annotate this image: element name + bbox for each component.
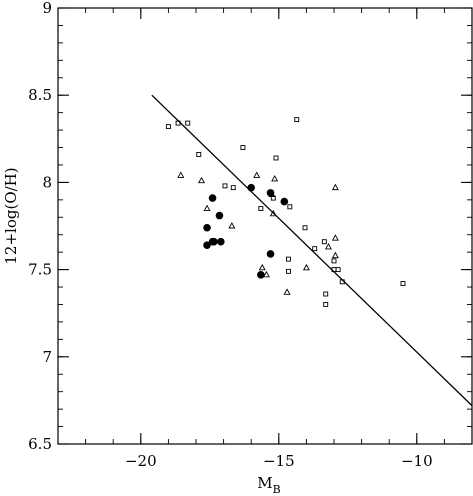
open-square-point	[196, 152, 202, 157]
open-square-point	[270, 195, 276, 201]
filled-circle-point	[215, 211, 224, 220]
filled-circle-point	[247, 183, 255, 192]
x-axis-label-subscript: B	[273, 483, 281, 496]
open-triangle-point	[324, 242, 332, 250]
open-square-point	[287, 204, 293, 210]
filled-circle-point	[210, 237, 218, 246]
open-square-point	[321, 239, 327, 245]
y-axis-label: 12+log(O/H)	[2, 167, 20, 264]
open-triangle-point	[198, 176, 206, 184]
open-triangle-point	[258, 263, 266, 271]
x-axis-label-main: M	[257, 474, 272, 492]
open-square-point	[286, 268, 291, 274]
y-tick-label: 8.5	[28, 86, 52, 104]
tick-labels: −20 −15 −10 6.5 7 7.5 8 8.5 9	[28, 0, 432, 470]
open-square-point	[222, 183, 228, 189]
plot-frame	[57, 7, 473, 445]
minor-ticks	[57, 7, 473, 445]
major-ticks	[58, 7, 472, 445]
y-tick-label: 7	[42, 348, 52, 366]
filled-circle-point	[217, 237, 225, 246]
open-square-point	[175, 120, 181, 126]
open-triangle-point	[268, 190, 276, 198]
y-tick-label: 7.5	[28, 261, 52, 279]
open-square-point	[185, 120, 191, 126]
y-tick-label: 9	[42, 0, 52, 17]
x-axis-label: MB	[257, 474, 280, 496]
open-square-point	[331, 258, 337, 264]
open-triangle-point	[253, 171, 261, 178]
filled-circle-point	[208, 194, 217, 202]
open-triangle-point	[271, 174, 279, 182]
open-square-point	[331, 267, 337, 273]
open-square-point	[323, 302, 329, 307]
open-triangle-point	[331, 183, 339, 191]
open-square-point	[294, 117, 300, 123]
open-triangle-point	[331, 234, 339, 241]
open-triangle-point	[269, 209, 277, 217]
filled-circle-point	[257, 271, 265, 279]
filled-circle-point	[203, 223, 211, 232]
filled-circle-point	[203, 241, 211, 249]
open-square-point	[165, 124, 171, 130]
open-square-point	[302, 225, 308, 231]
open-square-point	[335, 267, 341, 273]
open-triangle-point	[177, 171, 185, 178]
open-square-point	[339, 279, 345, 285]
open-triangle-point	[262, 270, 270, 278]
y-tick-label: 8	[42, 173, 52, 191]
open-square-point	[230, 185, 236, 191]
open-square-point	[400, 281, 406, 287]
x-tick-label: −10	[401, 452, 433, 470]
filled-circle-point	[280, 197, 289, 206]
x-tick-label: −20	[125, 452, 157, 470]
filled-circle-point	[266, 189, 275, 197]
open-square-point	[240, 145, 246, 150]
open-triangle-point	[203, 204, 211, 212]
open-triangle-point	[228, 222, 236, 229]
open-triangle-point	[331, 251, 339, 259]
open-triangle-point	[283, 288, 291, 295]
fit-line	[151, 94, 473, 407]
data-points	[165, 117, 406, 307]
open-square-point	[286, 256, 291, 262]
open-square-point	[323, 291, 329, 297]
open-square-point	[273, 155, 279, 161]
open-square-point	[312, 246, 318, 252]
x-tick-label: −15	[263, 452, 295, 470]
open-triangle-point	[302, 263, 310, 271]
filled-circle-point	[266, 250, 275, 258]
open-square-point	[258, 206, 264, 212]
y-tick-label: 6.5	[28, 435, 52, 453]
